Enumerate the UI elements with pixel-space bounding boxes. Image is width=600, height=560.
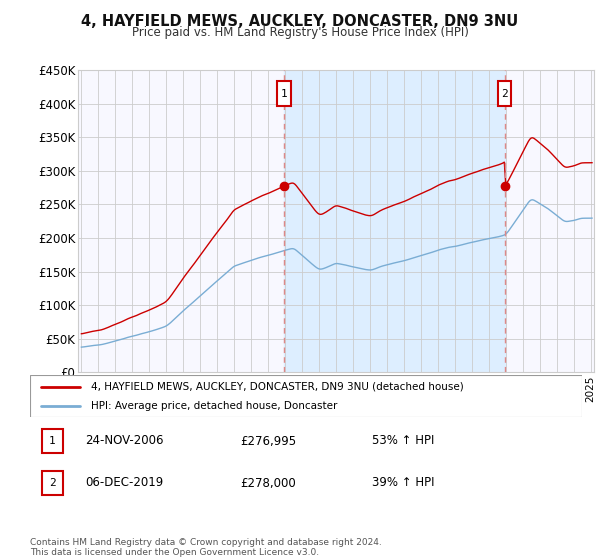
Text: 24-NOV-2006: 24-NOV-2006	[85, 435, 164, 447]
FancyBboxPatch shape	[277, 81, 290, 106]
Text: 1: 1	[49, 436, 55, 446]
Text: 2: 2	[501, 88, 508, 99]
Text: 06-DEC-2019: 06-DEC-2019	[85, 477, 163, 489]
Text: £276,995: £276,995	[240, 435, 296, 447]
Text: Contains HM Land Registry data © Crown copyright and database right 2024.
This d: Contains HM Land Registry data © Crown c…	[30, 538, 382, 557]
Text: 53% ↑ HPI: 53% ↑ HPI	[372, 435, 434, 447]
Text: 1: 1	[280, 88, 287, 99]
Text: 2: 2	[49, 478, 55, 488]
Text: 4, HAYFIELD MEWS, AUCKLEY, DONCASTER, DN9 3NU: 4, HAYFIELD MEWS, AUCKLEY, DONCASTER, DN…	[82, 14, 518, 29]
Text: 4, HAYFIELD MEWS, AUCKLEY, DONCASTER, DN9 3NU (detached house): 4, HAYFIELD MEWS, AUCKLEY, DONCASTER, DN…	[91, 381, 463, 391]
Text: 39% ↑ HPI: 39% ↑ HPI	[372, 477, 435, 489]
Text: Price paid vs. HM Land Registry's House Price Index (HPI): Price paid vs. HM Land Registry's House …	[131, 26, 469, 39]
FancyBboxPatch shape	[41, 430, 62, 452]
Text: HPI: Average price, detached house, Doncaster: HPI: Average price, detached house, Donc…	[91, 401, 337, 411]
FancyBboxPatch shape	[498, 81, 511, 106]
Bar	[284, 70, 505, 372]
Text: £278,000: £278,000	[240, 477, 296, 489]
FancyBboxPatch shape	[41, 472, 62, 494]
FancyBboxPatch shape	[30, 375, 582, 417]
